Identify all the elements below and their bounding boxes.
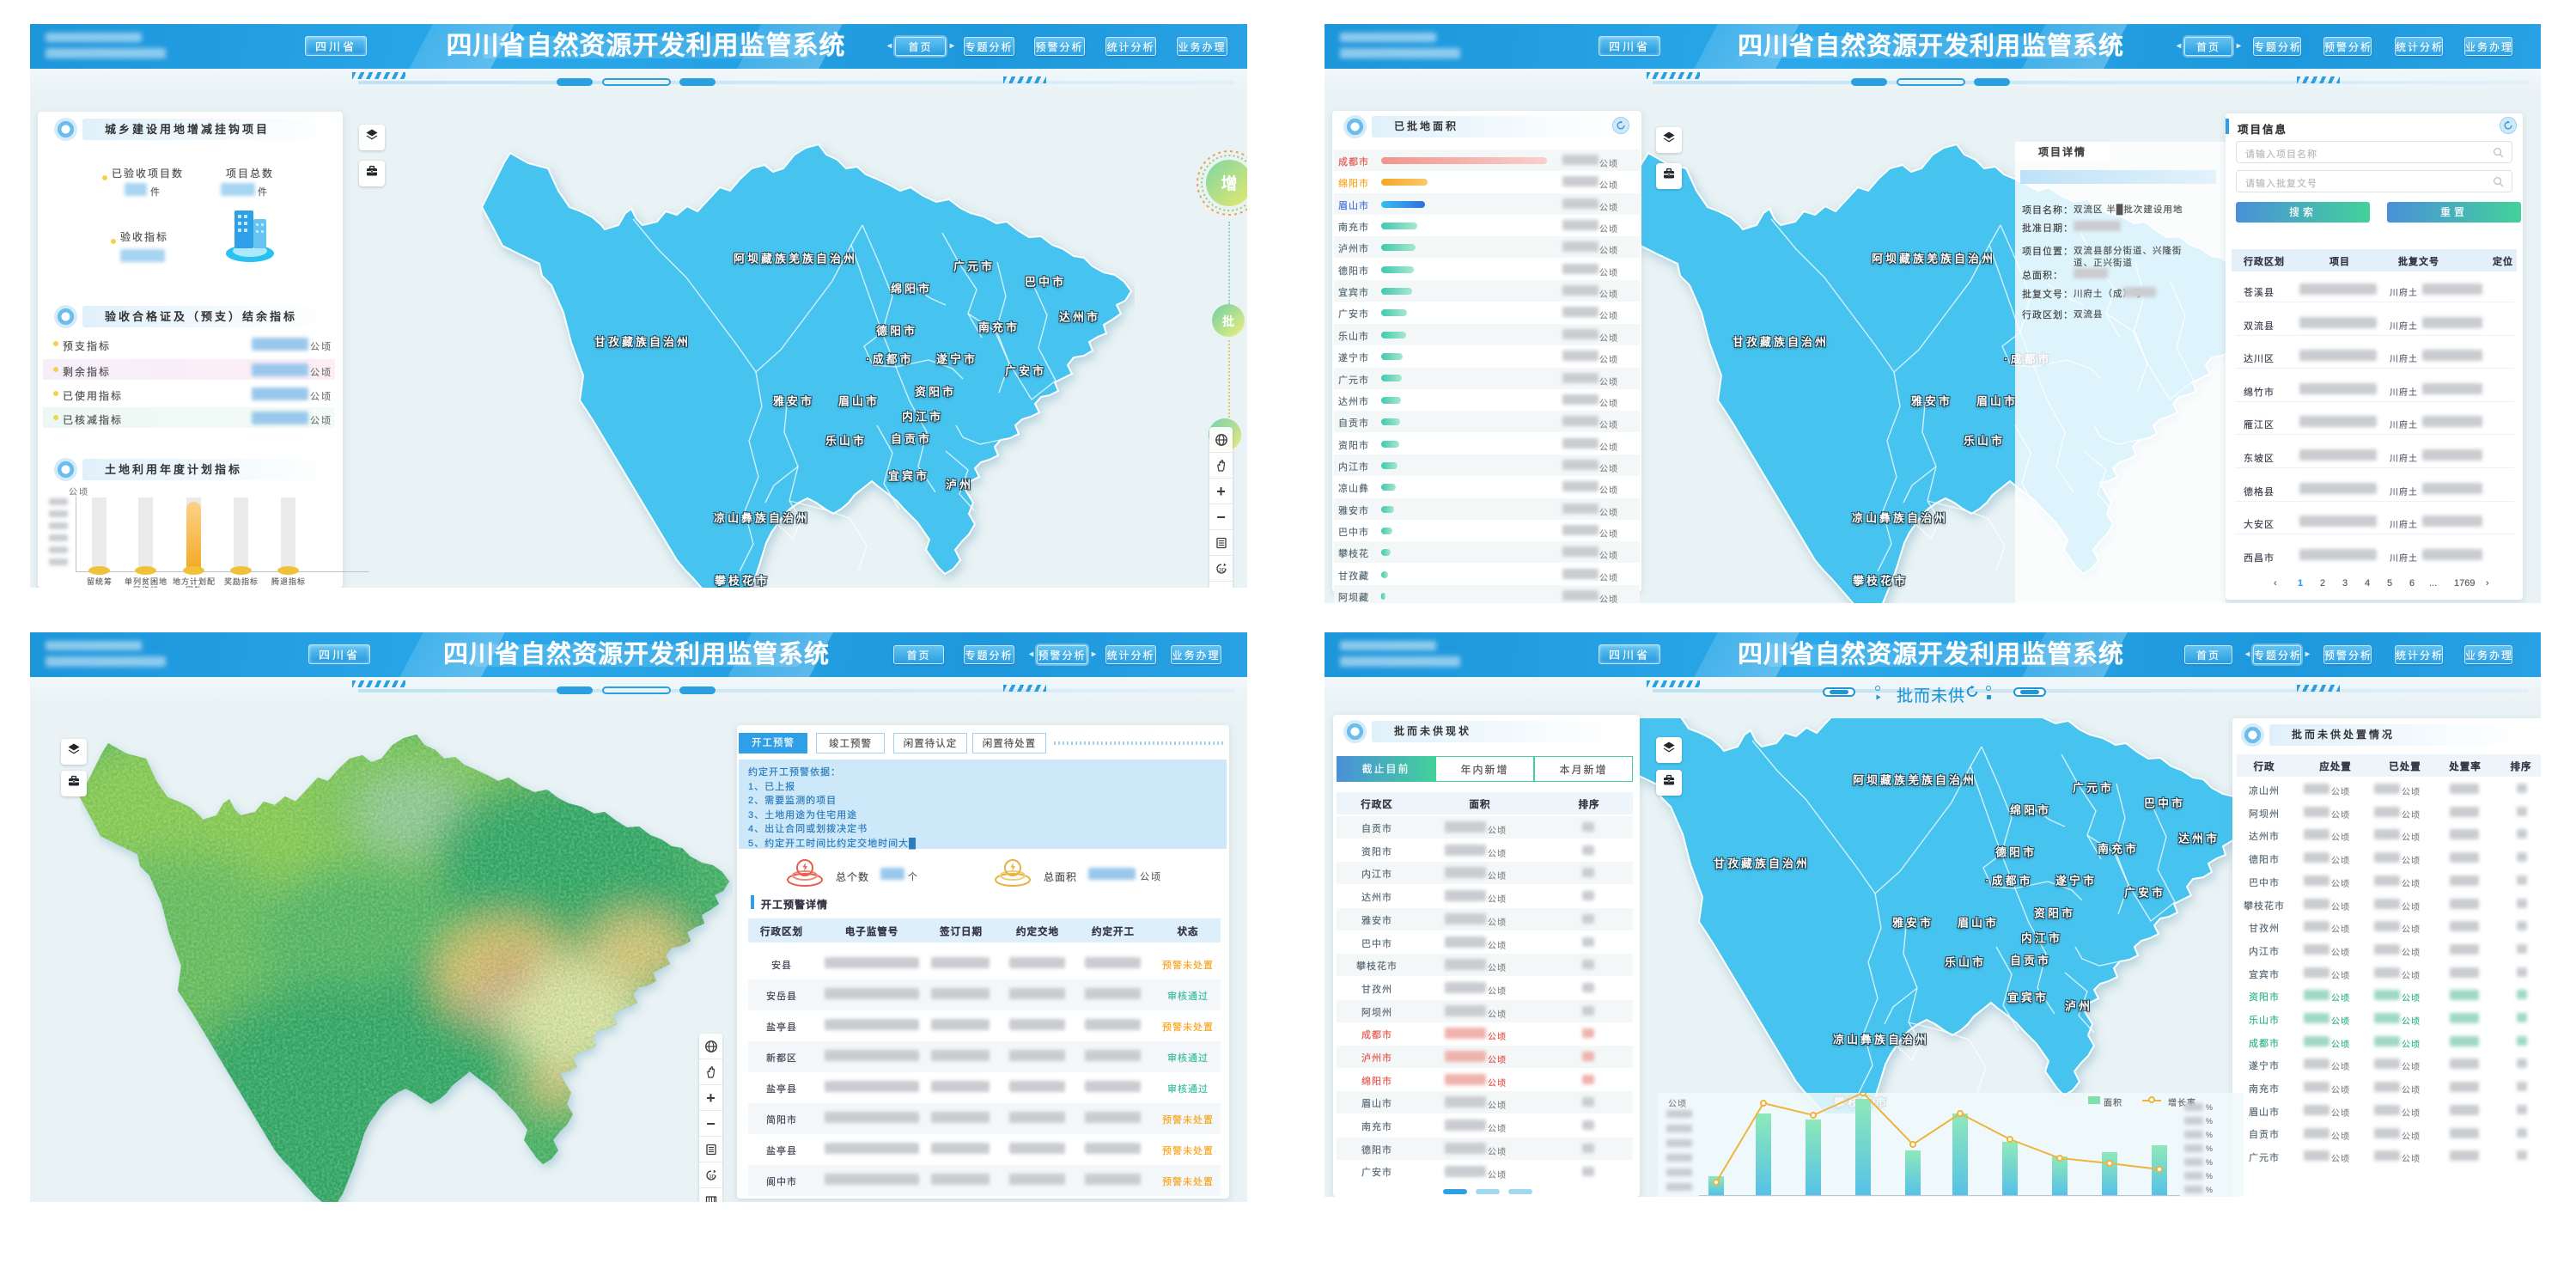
- svg-text:3D: 3D: [709, 1174, 716, 1181]
- svg-text:增: 增: [1221, 174, 1237, 193]
- svg-text:3D: 3D: [1219, 568, 1227, 574]
- svg-text:批: 批: [1222, 314, 1234, 328]
